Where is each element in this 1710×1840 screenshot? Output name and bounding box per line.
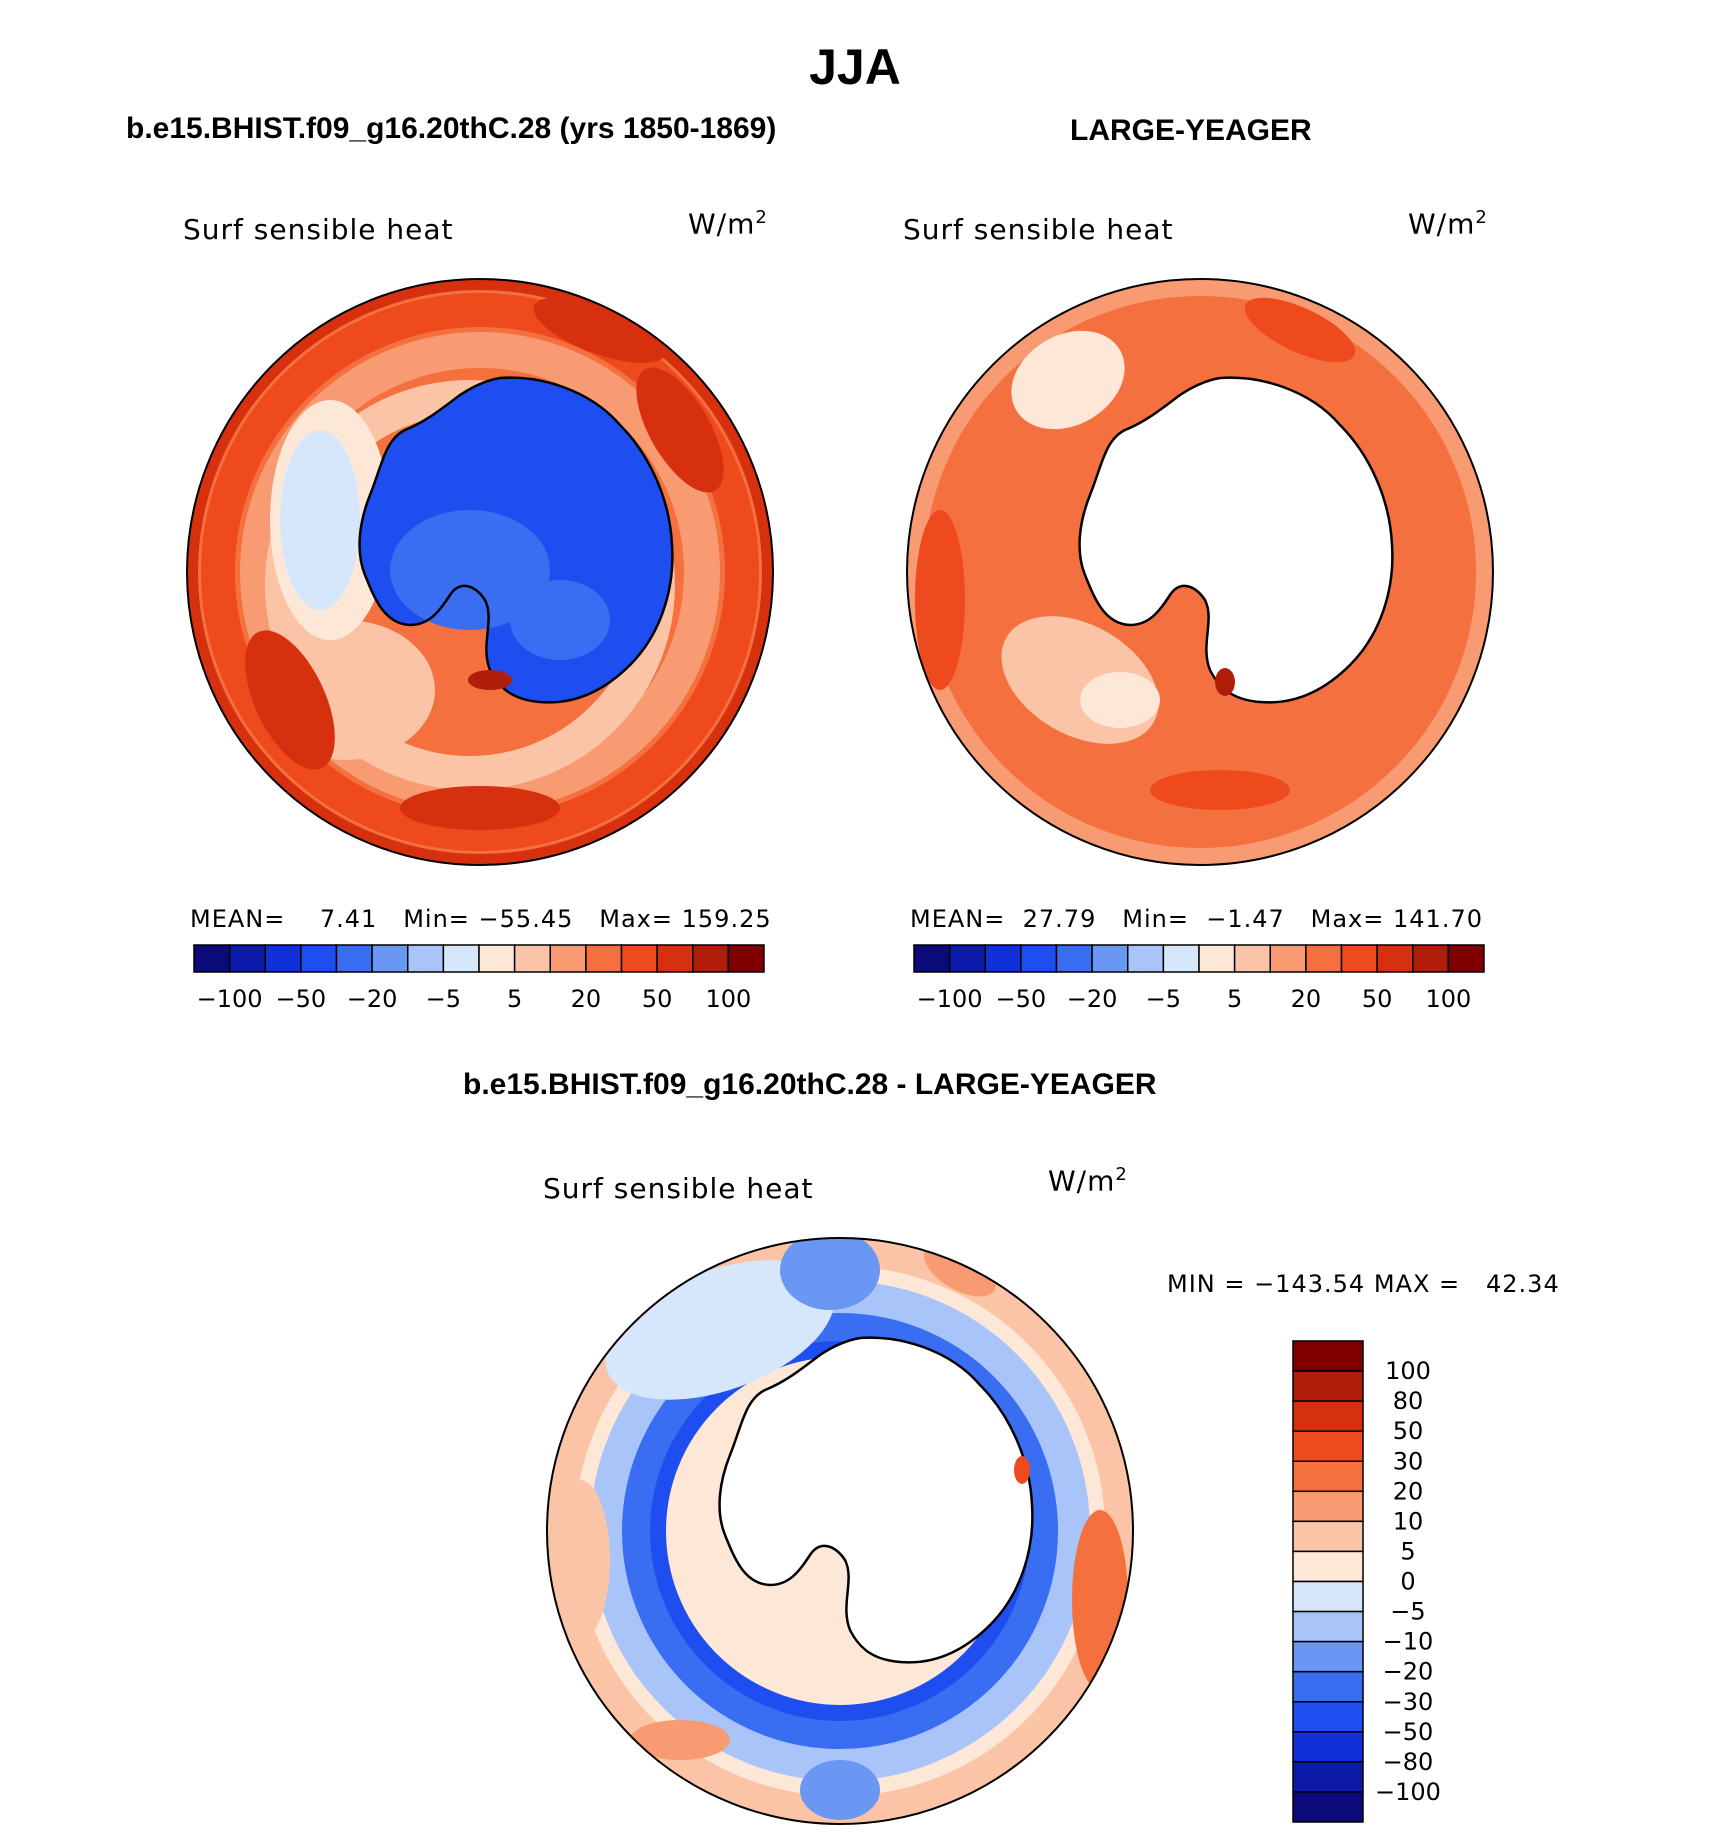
panel-2-variable: Surf sensible heat xyxy=(903,213,1174,246)
colorbar-1-swatch xyxy=(727,944,765,973)
colorbar-2-tick-label: −50 xyxy=(996,985,1047,1013)
colorbar-2-swatch xyxy=(1269,944,1307,973)
colorbar-2-swatch xyxy=(913,944,951,973)
colorbar-1-tick-label: 5 xyxy=(507,985,522,1013)
colorbar-3-tick-label: 5 xyxy=(1400,1537,1415,1565)
colorbar-1-swatch xyxy=(228,944,266,973)
colorbar-3-tick-label: −5 xyxy=(1390,1598,1425,1626)
colorbar-3-swatch xyxy=(1292,1761,1364,1793)
figure-title: JJA xyxy=(809,39,901,95)
colorbar-3-swatch xyxy=(1292,1640,1364,1673)
colorbar-1-tick-label: 50 xyxy=(642,985,673,1013)
colorbar-2: −100 −50 −20 −5 5 20 50 100 xyxy=(913,944,1485,1013)
colorbar-2-swatch xyxy=(984,944,1022,973)
colorbar-3-swatch xyxy=(1292,1580,1364,1613)
colorbar-2-tick-label: −20 xyxy=(1067,985,1118,1013)
colorbar-1-swatch xyxy=(407,944,445,973)
colorbar-1-swatch xyxy=(620,944,658,973)
colorbar-1-swatch xyxy=(371,944,409,973)
colorbar-2-swatch xyxy=(1233,944,1271,973)
colorbar-3-tick-label: −30 xyxy=(1383,1688,1434,1716)
colorbar-1-tick-label: −20 xyxy=(347,985,398,1013)
colorbar-3-tick-label: −50 xyxy=(1383,1718,1434,1746)
colorbar-3-tick-label: 100 xyxy=(1385,1357,1431,1385)
colorbar-1-swatch xyxy=(264,944,302,973)
colorbar-1-swatch xyxy=(549,944,587,973)
panel-1-variable: Surf sensible heat xyxy=(183,213,454,246)
colorbar-1-swatch xyxy=(513,944,551,973)
colorbar-3-swatch xyxy=(1292,1701,1364,1733)
colorbar-2-swatch xyxy=(1020,944,1058,973)
colorbar-3-tick-label: −80 xyxy=(1383,1748,1434,1776)
colorbar-1-swatch xyxy=(656,944,694,973)
panel-1-stats: MEAN= 7.41 Min= −55.45 Max= 159.25 xyxy=(190,905,772,933)
colorbar-1-swatch xyxy=(193,944,231,973)
colorbar-3-tick-label: −10 xyxy=(1383,1628,1434,1656)
colorbar-3-tick-label: 50 xyxy=(1393,1417,1424,1445)
colorbar-1-swatch xyxy=(478,944,516,973)
colorbar-3-swatch xyxy=(1292,1670,1364,1703)
panel-3-minmax: MIN = −143.54 MAX = 42.34 xyxy=(1167,1270,1560,1298)
colorbar-1-swatch xyxy=(442,944,480,973)
colorbar-2-swatch xyxy=(1162,944,1200,973)
map-2 xyxy=(906,278,1494,866)
colorbar-1-tick-label: 100 xyxy=(705,985,751,1013)
panel-2-units: W/m2 xyxy=(1408,207,1488,241)
colorbar-2-tick-label: −5 xyxy=(1146,985,1181,1013)
panel-2-title: LARGE-YEAGER xyxy=(1070,114,1312,147)
colorbar-3-tick-label: 0 xyxy=(1400,1568,1415,1596)
colorbar-2-tick-label: 100 xyxy=(1425,985,1471,1013)
colorbar-1-swatch xyxy=(585,944,623,973)
colorbar-2-swatch xyxy=(1376,944,1414,973)
map-3 xyxy=(546,1237,1134,1825)
panel-1-title: b.e15.BHIST.f09_g16.20thC.28 (yrs 1850-1… xyxy=(126,112,777,145)
colorbar-1-swatch xyxy=(300,944,338,973)
colorbar-2-swatch xyxy=(1340,944,1378,973)
colorbar-3-tick-label: 10 xyxy=(1393,1507,1424,1535)
colorbar-3-swatch xyxy=(1292,1520,1364,1553)
colorbar-2-swatch xyxy=(1091,944,1129,973)
panel-3-units: W/m2 xyxy=(1048,1164,1128,1198)
colorbar-2-tick-label: 20 xyxy=(1291,985,1322,1013)
colorbar-1-swatch xyxy=(692,944,730,973)
colorbar-2-swatch xyxy=(1412,944,1450,973)
colorbar-2-swatch xyxy=(1198,944,1236,973)
map-1 xyxy=(186,278,774,866)
colorbar-2-swatch xyxy=(1305,944,1343,973)
colorbar-3-swatch xyxy=(1292,1731,1364,1763)
colorbar-3-tick-label: 20 xyxy=(1393,1477,1424,1505)
colorbar-1-tick-label: −5 xyxy=(426,985,461,1013)
panel-3-variable: Surf sensible heat xyxy=(543,1172,814,1205)
colorbar-1-tick-label: −50 xyxy=(276,985,327,1013)
panel-2-stats: MEAN= 27.79 Min= −1.47 Max= 141.70 xyxy=(910,905,1483,933)
colorbar-3-swatch xyxy=(1292,1460,1364,1493)
colorbar-2-tick-label: 5 xyxy=(1227,985,1242,1013)
colorbar-3-swatch xyxy=(1292,1430,1364,1462)
colorbar-1-swatch xyxy=(335,944,373,973)
colorbar-1-tick-label: −100 xyxy=(197,985,263,1013)
colorbar-3-swatch xyxy=(1292,1791,1364,1823)
colorbar-3-tick-label: −20 xyxy=(1383,1658,1434,1686)
colorbar-3-swatch xyxy=(1292,1340,1364,1372)
colorbar-3-swatch xyxy=(1292,1610,1364,1643)
colorbar-3-swatch xyxy=(1292,1550,1364,1583)
colorbar-2-tick-label: 50 xyxy=(1362,985,1393,1013)
colorbar-1: −100 −50 −20 −5 5 20 50 100 xyxy=(193,944,765,1013)
colorbar-3-tick-label: 30 xyxy=(1393,1447,1424,1475)
colorbar-1-tick-label: 20 xyxy=(571,985,602,1013)
colorbar-3-swatch xyxy=(1292,1370,1364,1402)
colorbar-3-tick-label: −100 xyxy=(1375,1778,1441,1806)
colorbar-3-swatch xyxy=(1292,1400,1364,1432)
colorbar-3-tick-label: 80 xyxy=(1393,1387,1424,1415)
colorbar-2-swatch xyxy=(948,944,986,973)
colorbar-2-swatch xyxy=(1447,944,1485,973)
colorbar-3-swatch xyxy=(1292,1490,1364,1523)
panel-3-title: b.e15.BHIST.f09_g16.20thC.28 - LARGE-YEA… xyxy=(463,1068,1157,1101)
panel-1-units: W/m2 xyxy=(688,207,768,241)
colorbar-2-swatch xyxy=(1127,944,1165,973)
colorbar-2-swatch xyxy=(1055,944,1093,973)
colorbar-2-tick-label: −100 xyxy=(917,985,983,1013)
